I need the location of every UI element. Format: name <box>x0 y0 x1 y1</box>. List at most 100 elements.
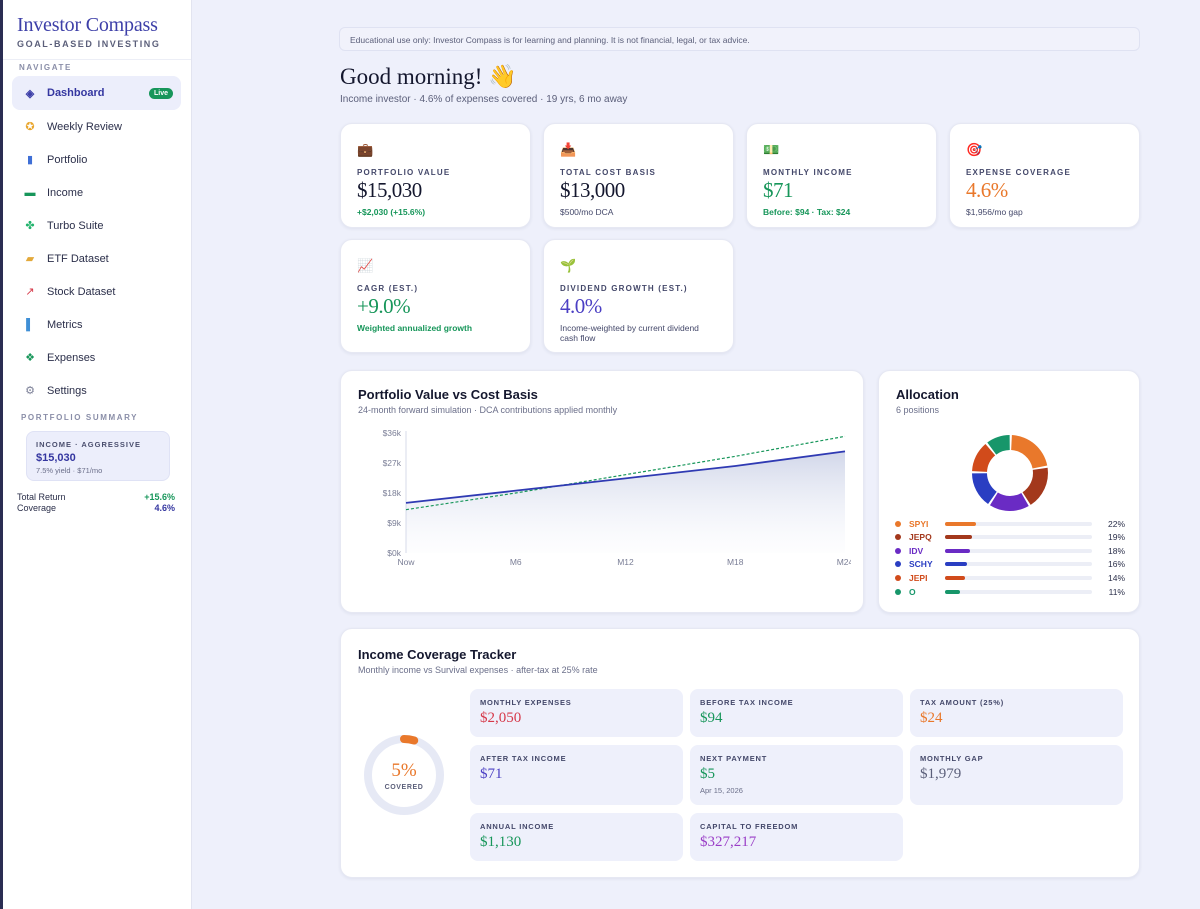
tile-next-payment: NEXT PAYMENT $5 Apr 15, 2026 <box>690 745 903 805</box>
y-tick-label: $0k <box>387 548 401 558</box>
value-chart-plot[interactable]: $0k $9k $18k $27k $36k Now M6 M12 M18 M24 <box>351 423 851 583</box>
allocation-row-o[interactable]: O 11% <box>895 585 1125 598</box>
stat-card-total-cost-basis: 📥 TOTAL COST BASIS $13,000 $500/mo DCA <box>543 123 734 228</box>
allocation-subtitle: 6 positions <box>896 405 940 415</box>
allocation-title: Allocation <box>896 387 959 402</box>
sidebar-item-turbo-suite[interactable]: ✤ Turbo Suite <box>12 209 181 242</box>
dollar-bill-icon: 💵 <box>763 142 780 157</box>
sidebar-item-expenses[interactable]: ❖ Expenses <box>12 341 181 374</box>
allocation-row-jepq[interactable]: JEPQ 19% <box>895 531 1125 544</box>
legend-dot <box>895 534 901 541</box>
sidebar-item-label: Expenses <box>47 351 96 364</box>
stat-sub: $1,956/mo gap <box>966 207 1023 217</box>
sidebar-item-portfolio[interactable]: ▮ Portfolio <box>12 143 181 176</box>
brand[interactable]: Investor Compass GOAL-BASED INVESTING <box>3 0 191 49</box>
legend-dot <box>895 520 901 527</box>
total-return-value: +15.6% <box>144 492 175 502</box>
allocation-bar-fill <box>945 575 965 580</box>
coverage-label: Coverage <box>17 503 57 513</box>
value-chart-title: Portfolio Value vs Cost Basis <box>358 387 538 402</box>
portfolio-summary-label: INCOME · AGGRESSIVE <box>36 440 141 449</box>
sidebar-item-label: Portfolio <box>47 153 88 166</box>
portfolio-summary-card[interactable]: INCOME · AGGRESSIVE $15,030 7.5% yield ·… <box>26 431 170 481</box>
allocation-row-jepi[interactable]: JEPI 14% <box>895 571 1125 584</box>
sidebar-item-label: Turbo Suite <box>47 219 104 232</box>
stat-sub: Before: $94 · Tax: $24 <box>763 207 851 217</box>
donut-slice-jepi[interactable] <box>972 443 996 472</box>
sidebar-item-income[interactable]: ▬ Income <box>12 176 181 209</box>
donut-slice-schy[interactable] <box>972 473 997 505</box>
chart-up-icon: 📈 <box>357 258 374 273</box>
stat-value: $13,000 <box>560 178 625 202</box>
briefcase-icon: 💼 <box>357 142 374 157</box>
allocation-bar-fill <box>945 548 971 553</box>
legend-dot <box>895 547 901 554</box>
allocation-ticker: JEPI <box>909 572 928 583</box>
allocation-bar-fill <box>945 521 976 526</box>
allocation-bar-track <box>945 548 1092 553</box>
portfolio-value-line[interactable] <box>405 450 846 504</box>
y-tick-label: $27k <box>383 458 402 468</box>
stat-label: DIVIDEND GROWTH (EST.) <box>560 284 688 293</box>
coverage-row: Coverage 4.6% <box>3 503 191 513</box>
tile-label: BEFORE TAX INCOME <box>700 698 794 707</box>
tile-sub: Apr 15, 2026 <box>700 786 743 795</box>
coverage-ring <box>364 735 444 815</box>
sidebar-item-metrics[interactable]: ▌ Metrics <box>12 308 181 341</box>
total-return-label: Total Return <box>17 492 66 502</box>
sidebar-item-label: Settings <box>47 384 87 397</box>
clover-icon: ✤ <box>25 220 35 232</box>
tile-value: $71 <box>480 766 503 782</box>
legend-dot <box>895 574 901 581</box>
stat-card-portfolio-value: 💼 PORTFOLIO VALUE $15,030 +$2,030 (+15.6%) <box>340 123 531 228</box>
donut-slice-o[interactable] <box>987 435 1010 455</box>
sidebar-item-etf-dataset[interactable]: ▰ ETF Dataset <box>12 242 181 275</box>
allocation-ticker: JEPQ <box>909 532 932 543</box>
donut-slice-idv[interactable] <box>989 492 1029 511</box>
tile-value: $1,979 <box>920 766 962 782</box>
tile-label: ANNUAL INCOME <box>480 822 555 831</box>
stat-label: CAGR (EST.) <box>357 284 419 293</box>
sidebar-item-weekly-review[interactable]: ✪ Weekly Review <box>12 110 181 143</box>
tile-tax-amount-25: TAX AMOUNT (25%) $24 <box>910 689 1123 737</box>
stat-sub: $500/mo DCA <box>560 207 614 217</box>
stat-label: TOTAL COST BASIS <box>560 168 657 177</box>
donut-slice-spyi[interactable] <box>1011 435 1048 469</box>
allocation-ticker: IDV <box>909 545 924 556</box>
allocation-row-schy[interactable]: SCHY 16% <box>895 558 1125 571</box>
allocation-row-idv[interactable]: IDV 18% <box>895 544 1125 557</box>
allocation-bar-fill <box>945 535 972 540</box>
stat-card-expense-coverage: 🎯 EXPENSE COVERAGE 4.6% $1,956/mo gap <box>949 123 1140 228</box>
tile-value: $94 <box>700 710 723 726</box>
stat-card-monthly-income: 💵 MONTHLY INCOME $71 Before: $94 · Tax: $24 <box>746 123 937 228</box>
allocation-donut[interactable] <box>965 428 1055 518</box>
donut-slice-jepq[interactable] <box>1022 467 1048 505</box>
brand-title: Investor Compass <box>17 14 158 36</box>
allocation-percent: 22% <box>1107 518 1125 529</box>
value-chart-subtitle: 24-month forward simulation · DCA contri… <box>358 405 618 415</box>
sidebar-item-label: Dashboard <box>47 87 105 99</box>
tile-value: $327,217 <box>700 834 757 850</box>
stat-value: $71 <box>763 178 794 202</box>
allocation-bar-track <box>945 575 1092 580</box>
stat-sub: +$2,030 (+15.6%) <box>357 207 426 217</box>
coverage-ring-label: COVERED <box>384 784 424 791</box>
portfolio-summary-value: $15,030 <box>36 452 76 464</box>
sidebar-item-dashboard[interactable]: ◈ Dashboard Live <box>12 76 181 110</box>
allocation-bar-fill <box>945 589 961 594</box>
brand-subtitle: GOAL-BASED INVESTING <box>17 39 161 49</box>
sidebar-item-stock-dataset[interactable]: ↗ Stock Dataset <box>12 275 181 308</box>
allocation-percent: 14% <box>1107 572 1125 583</box>
sidebar-item-label: Stock Dataset <box>47 285 116 298</box>
book-icon: ▌ <box>26 318 34 331</box>
sidebar-item-settings[interactable]: ⚙ Settings <box>12 374 181 407</box>
y-tick-label: $18k <box>383 488 402 498</box>
tile-label: AFTER TAX INCOME <box>480 754 567 763</box>
x-tick-label: M18 <box>727 557 744 567</box>
tile-monthly-expenses: MONTHLY EXPENSES $2,050 <box>470 689 683 737</box>
allocation-ticker: SPYI <box>909 518 929 529</box>
allocation-row-spyi[interactable]: SPYI 22% <box>895 517 1125 530</box>
y-tick-label: $36k <box>383 428 402 438</box>
cost-basis-line[interactable] <box>405 435 846 511</box>
allocation-card: Allocation 6 positions SPYI 22% JEPQ 19% IDV… <box>878 370 1140 613</box>
